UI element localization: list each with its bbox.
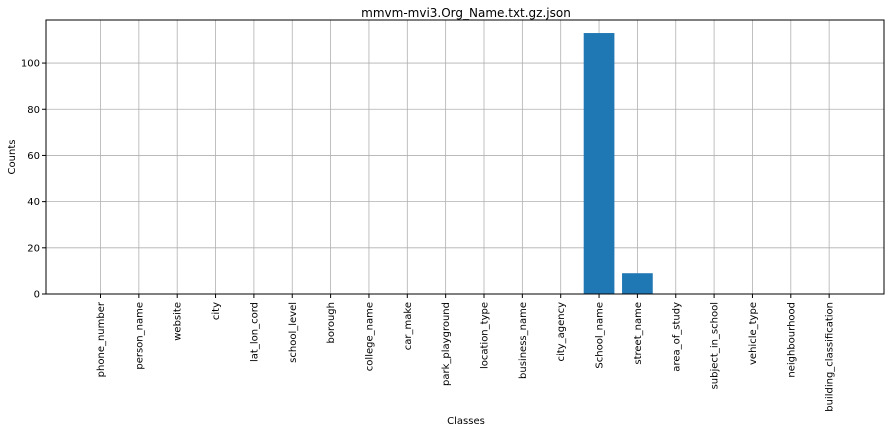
y-ticks: 0 20 40 60 80 100 bbox=[21, 59, 46, 301]
x-axis-label: Classes bbox=[447, 416, 485, 427]
x-tick-label: subject_in_school bbox=[710, 302, 721, 389]
x-tick-label: borough bbox=[326, 302, 337, 344]
x-tick-label: college_name bbox=[364, 302, 375, 371]
y-tick-label: 0 bbox=[34, 290, 40, 301]
y-axis-label: Counts bbox=[7, 140, 18, 175]
bars bbox=[583, 33, 653, 295]
bar-street_name bbox=[622, 273, 653, 294]
x-tick-label: website bbox=[173, 302, 184, 341]
x-tick-label: street_name bbox=[633, 302, 644, 365]
x-tick-label: area_of_study bbox=[671, 302, 682, 372]
x-tick-label: lat_lon_cord bbox=[249, 302, 260, 362]
x-tick-label: School_name bbox=[595, 302, 606, 369]
x-tick-label: park_playground bbox=[441, 302, 452, 386]
y-tick-label: 60 bbox=[27, 151, 40, 162]
x-tick-label: person_name bbox=[134, 302, 145, 370]
x-ticks: phone_number person_name website city lat_lo… bbox=[96, 294, 836, 412]
x-tick-label: city_agency bbox=[556, 302, 567, 362]
y-tick-label: 80 bbox=[27, 105, 40, 116]
x-tick-label: location_type bbox=[480, 302, 491, 369]
grid bbox=[46, 20, 884, 295]
y-tick-label: 40 bbox=[27, 197, 40, 208]
x-tick-label: phone_number bbox=[96, 301, 107, 377]
plot-frame bbox=[45, 19, 885, 295]
x-tick-label: school_level bbox=[288, 302, 299, 363]
x-tick-label: neighbourhood bbox=[786, 302, 797, 378]
x-tick-label: car_make bbox=[403, 302, 414, 350]
x-tick-label: business_name bbox=[518, 302, 529, 379]
y-tick-label: 100 bbox=[21, 59, 40, 70]
chart-title: mmvm-mvi3.Org_Name.txt.gz.json bbox=[361, 6, 571, 20]
x-tick-label: building_classification bbox=[825, 302, 836, 412]
y-tick-label: 20 bbox=[27, 243, 40, 254]
bar-School_name bbox=[583, 33, 615, 295]
x-tick-label: vehicle_type bbox=[748, 302, 759, 365]
x-tick-label: city bbox=[211, 302, 222, 320]
